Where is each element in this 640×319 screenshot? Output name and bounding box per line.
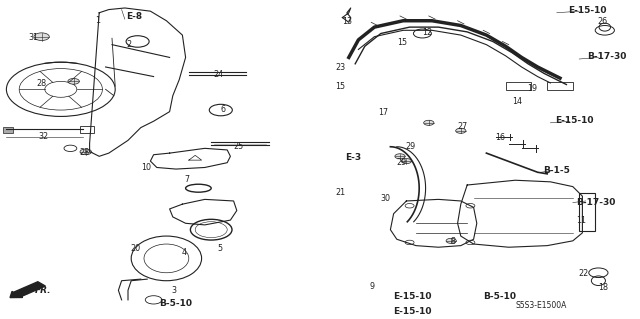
Text: 24: 24	[214, 70, 224, 78]
Bar	[547, 82, 573, 90]
Text: 28: 28	[79, 148, 90, 157]
Text: 17: 17	[378, 108, 388, 117]
Text: 16: 16	[495, 133, 506, 142]
Bar	[506, 82, 531, 90]
Text: S5S3-E1500A: S5S3-E1500A	[515, 301, 566, 310]
Circle shape	[68, 78, 79, 84]
Text: 13: 13	[342, 17, 352, 26]
Text: 22: 22	[579, 269, 589, 278]
Text: 25: 25	[233, 142, 243, 151]
Text: B-1-5: B-1-5	[543, 166, 570, 175]
Text: 19: 19	[527, 84, 538, 93]
Text: 20: 20	[131, 244, 141, 253]
Text: 1: 1	[95, 16, 100, 25]
Text: 21: 21	[335, 188, 346, 197]
Text: E-3: E-3	[346, 153, 362, 162]
Text: 26: 26	[598, 17, 608, 26]
Circle shape	[456, 128, 466, 133]
Text: 11: 11	[576, 216, 586, 225]
Text: 10: 10	[141, 163, 151, 172]
Circle shape	[401, 159, 412, 164]
Circle shape	[424, 120, 434, 125]
Text: E-15-10: E-15-10	[394, 292, 432, 300]
Text: B-5-10: B-5-10	[159, 299, 192, 308]
Text: FR.: FR.	[35, 286, 51, 295]
Text: 28: 28	[36, 79, 47, 88]
Text: 6: 6	[220, 105, 225, 114]
Text: E-15-10: E-15-10	[568, 6, 607, 15]
Text: 29: 29	[397, 158, 407, 167]
Text: 31: 31	[28, 33, 38, 42]
Text: 8: 8	[451, 237, 456, 246]
Text: E-8: E-8	[126, 12, 142, 21]
Text: 9: 9	[370, 282, 375, 291]
Text: 7: 7	[184, 175, 189, 184]
Text: 15: 15	[335, 82, 346, 91]
Text: 5: 5	[217, 244, 222, 253]
Text: 2: 2	[127, 40, 132, 48]
Circle shape	[395, 154, 405, 159]
Text: 27: 27	[457, 122, 467, 131]
Text: 29: 29	[406, 142, 416, 151]
Text: 3: 3	[172, 286, 177, 295]
Text: B-17-30: B-17-30	[576, 198, 616, 207]
Text: 32: 32	[38, 132, 49, 141]
Bar	[3, 127, 13, 133]
Text: 15: 15	[397, 38, 407, 47]
Text: B-5-10: B-5-10	[483, 292, 516, 300]
Circle shape	[80, 149, 92, 155]
Text: E-15-10: E-15-10	[556, 116, 594, 125]
Bar	[80, 126, 94, 133]
Text: 14: 14	[512, 97, 522, 106]
Circle shape	[446, 238, 456, 243]
Text: 4: 4	[181, 248, 186, 257]
Text: 23: 23	[335, 63, 346, 72]
Text: 12: 12	[422, 28, 433, 37]
Text: 30: 30	[380, 194, 390, 203]
Text: E-15-10: E-15-10	[394, 308, 432, 316]
Circle shape	[34, 33, 49, 41]
Bar	[579, 193, 595, 231]
FancyArrow shape	[10, 282, 45, 298]
Text: B-17-30: B-17-30	[588, 52, 627, 61]
Text: 18: 18	[598, 283, 608, 292]
